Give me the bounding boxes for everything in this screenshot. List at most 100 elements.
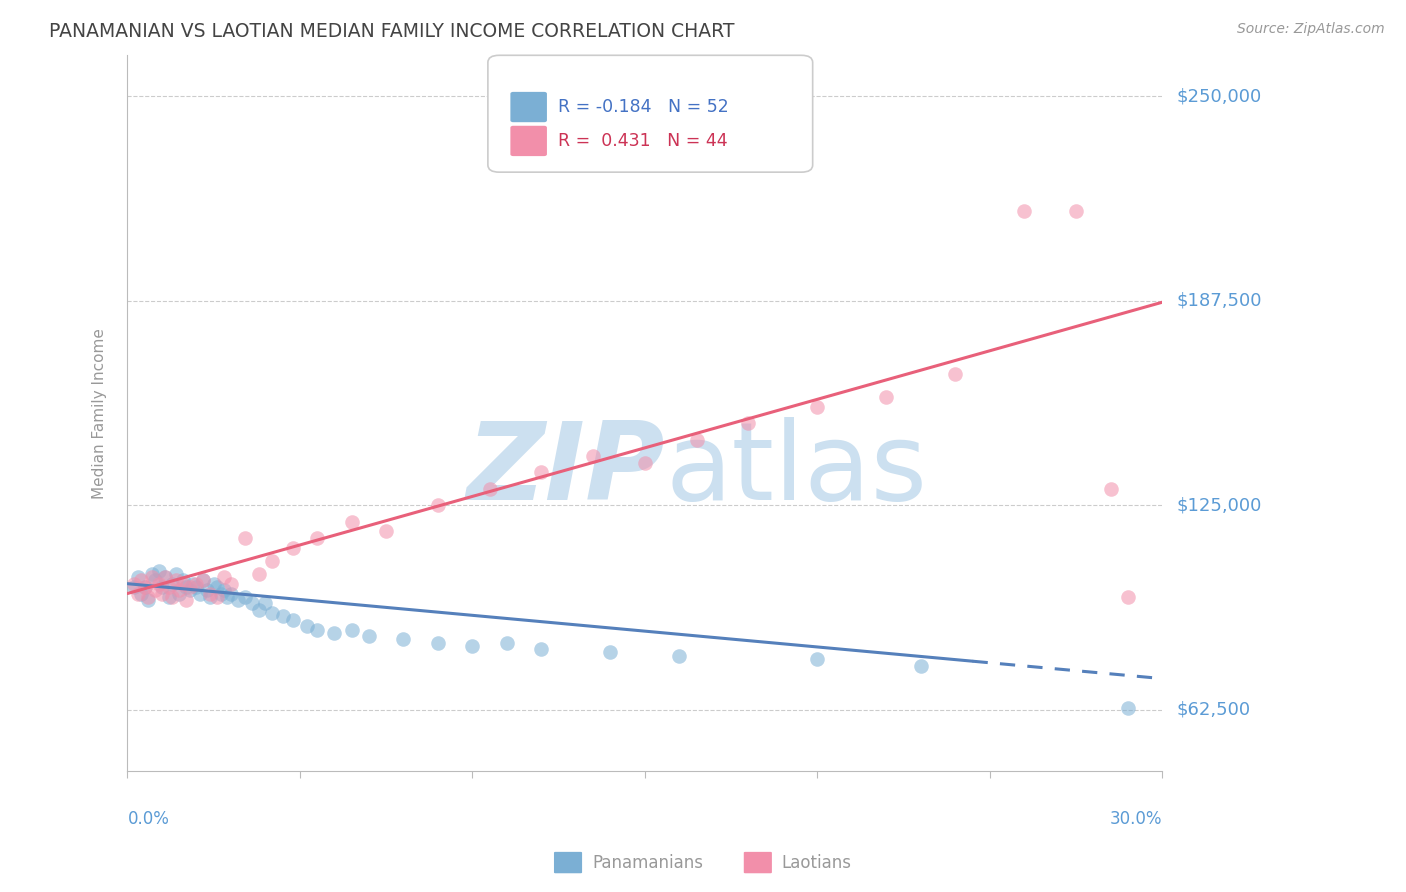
Point xyxy=(392,632,415,647)
Text: 0.0%: 0.0% xyxy=(128,810,169,828)
Text: R = -0.184   N = 52: R = -0.184 N = 52 xyxy=(558,98,728,116)
Point xyxy=(157,590,180,604)
Point xyxy=(323,625,346,640)
Point xyxy=(193,574,215,588)
Point xyxy=(148,576,170,591)
Point xyxy=(943,368,966,382)
Point xyxy=(307,623,329,637)
Point xyxy=(737,417,759,431)
Point xyxy=(136,590,159,604)
Point xyxy=(167,586,190,600)
Point xyxy=(262,554,284,568)
Point xyxy=(1116,590,1139,604)
Point xyxy=(1064,203,1087,218)
Y-axis label: Median Family Income: Median Family Income xyxy=(93,327,107,499)
Point xyxy=(375,524,398,539)
Point xyxy=(233,590,256,604)
Point xyxy=(172,576,194,591)
Point xyxy=(426,635,449,649)
Point xyxy=(174,593,197,607)
Text: Panamanians: Panamanians xyxy=(592,854,703,871)
Point xyxy=(496,635,519,649)
Point xyxy=(205,580,228,594)
Point xyxy=(205,590,228,604)
Point xyxy=(124,576,146,591)
Point xyxy=(129,586,152,600)
Point xyxy=(685,433,707,447)
Text: $187,500: $187,500 xyxy=(1177,292,1261,310)
Point xyxy=(143,574,166,588)
Text: $62,500: $62,500 xyxy=(1177,701,1250,719)
Point xyxy=(172,574,194,588)
Point xyxy=(188,586,211,600)
Point xyxy=(240,596,263,610)
Point xyxy=(262,606,284,620)
Point xyxy=(582,449,605,463)
Point xyxy=(599,645,621,659)
Point xyxy=(1014,203,1036,218)
Point xyxy=(179,580,201,594)
Point xyxy=(634,456,657,470)
Point xyxy=(186,580,208,594)
Point xyxy=(271,609,294,624)
Point xyxy=(295,619,318,633)
Point xyxy=(200,586,222,600)
Point xyxy=(212,583,235,598)
Point xyxy=(281,541,304,555)
Point xyxy=(254,596,277,610)
Text: PANAMANIAN VS LAOTIAN MEDIAN FAMILY INCOME CORRELATION CHART: PANAMANIAN VS LAOTIAN MEDIAN FAMILY INCO… xyxy=(49,22,735,41)
Point xyxy=(148,564,170,578)
Point xyxy=(219,576,242,591)
Point xyxy=(530,466,553,480)
Point xyxy=(1099,482,1122,496)
Point xyxy=(186,576,208,591)
Point xyxy=(668,648,690,663)
Point xyxy=(193,574,215,588)
Point xyxy=(124,580,146,594)
Point xyxy=(806,400,828,414)
Point xyxy=(162,590,184,604)
Text: 30.0%: 30.0% xyxy=(1109,810,1163,828)
Point xyxy=(143,583,166,598)
Point xyxy=(426,498,449,512)
Point xyxy=(134,580,156,594)
Text: Laotians: Laotians xyxy=(782,854,852,871)
Point xyxy=(141,570,163,584)
Point xyxy=(875,390,897,404)
Point xyxy=(217,590,239,604)
Text: atlas: atlas xyxy=(665,417,928,524)
Point xyxy=(162,576,184,591)
Point xyxy=(461,639,484,653)
Text: Source: ZipAtlas.com: Source: ZipAtlas.com xyxy=(1237,22,1385,37)
Point xyxy=(150,586,173,600)
Point xyxy=(165,574,187,588)
Text: ZIP: ZIP xyxy=(467,417,665,524)
Point xyxy=(134,580,156,594)
Point xyxy=(174,580,197,594)
Point xyxy=(136,593,159,607)
Point xyxy=(181,576,204,591)
Point xyxy=(200,590,222,604)
Point xyxy=(910,658,932,673)
Point xyxy=(357,629,380,643)
Point xyxy=(202,576,225,591)
Point xyxy=(150,580,173,594)
Text: R =  0.431   N = 44: R = 0.431 N = 44 xyxy=(558,132,728,150)
Point xyxy=(167,583,190,598)
Point xyxy=(127,586,149,600)
Point xyxy=(219,586,242,600)
Point xyxy=(165,566,187,581)
Point xyxy=(233,531,256,545)
Point xyxy=(157,580,180,594)
Point xyxy=(247,603,270,617)
Point xyxy=(127,570,149,584)
Point xyxy=(155,570,177,584)
Point xyxy=(212,570,235,584)
Point xyxy=(247,566,270,581)
Point xyxy=(340,515,363,529)
Point xyxy=(281,613,304,627)
Point xyxy=(478,482,501,496)
Point xyxy=(530,642,553,657)
Text: $250,000: $250,000 xyxy=(1177,87,1261,105)
Point xyxy=(340,623,363,637)
